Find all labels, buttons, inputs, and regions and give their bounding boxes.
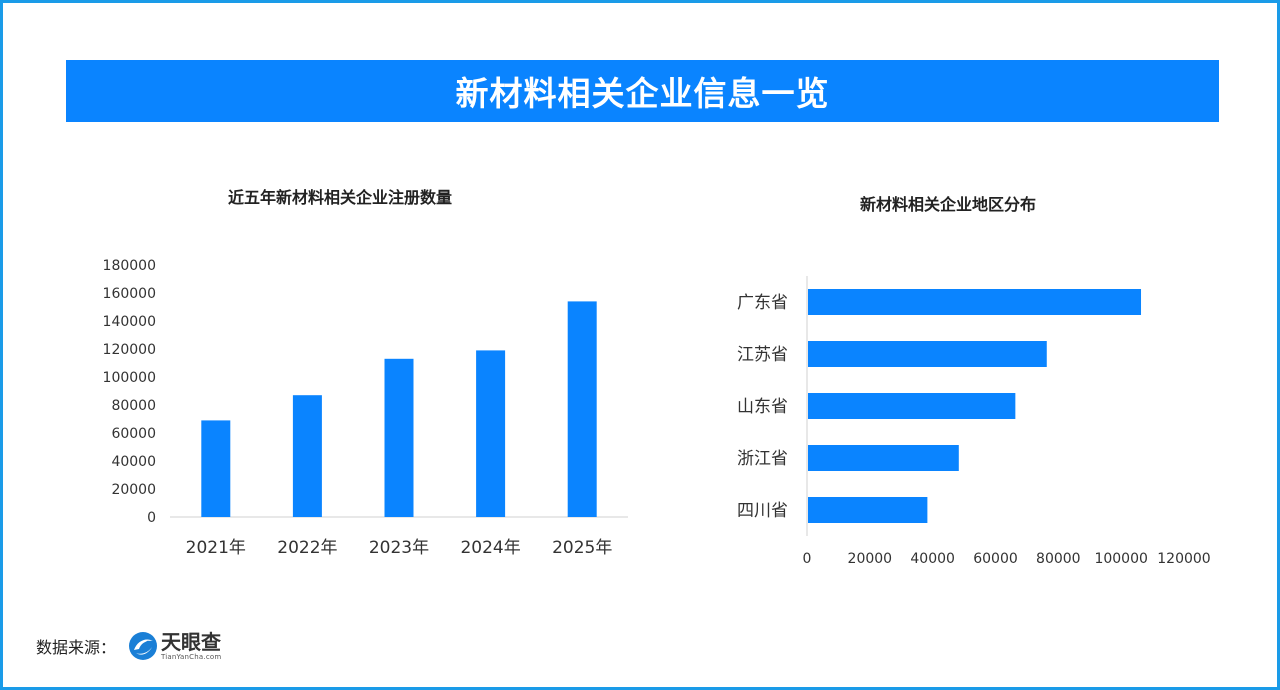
tianyancha-logo-icon — [129, 632, 158, 660]
logo-domain: TianYanCha.com — [161, 653, 222, 661]
y-tick-label: 40000 — [111, 454, 156, 470]
bar — [808, 289, 1142, 315]
y-tick-label: 80000 — [111, 398, 156, 414]
y-tick-label: 60000 — [111, 426, 156, 442]
logo-name: 天眼查 — [161, 630, 222, 654]
x-tick-label: 20000 — [848, 551, 893, 567]
y-tick-label: 180000 — [103, 258, 156, 274]
x-tick-label: 60000 — [973, 551, 1018, 567]
bar — [808, 393, 1016, 419]
y-category-label: 四川省 — [737, 501, 788, 521]
x-tick-label: 40000 — [910, 551, 955, 567]
right-chart-title: 新材料相关企业地区分布 — [859, 195, 1036, 214]
registration-count-chart: 0 20000 40000 60000 80000 100000 120000 140000 1… — [103, 258, 628, 558]
source-label: 数据来源： — [36, 638, 117, 657]
bar — [808, 445, 959, 471]
left-chart-title: 近五年新材料相关企业注册数量 — [227, 188, 452, 207]
y-tick-label: 100000 — [103, 370, 156, 386]
y-category-label: 广东省 — [737, 293, 788, 313]
bar — [292, 395, 322, 517]
x-tick-label: 2023年 — [369, 538, 429, 558]
data-source: 数据来源： 天眼查 TianYanCha.com — [36, 631, 221, 661]
x-tick-label: 100000 — [1094, 551, 1147, 567]
page-title: 新材料相关企业信息一览 — [455, 74, 830, 113]
x-tick-label: 0 — [803, 551, 812, 567]
y-tick-label: 0 — [147, 510, 156, 526]
title-banner: 新材料相关企业信息一览 — [66, 60, 1219, 122]
y-category-label: 浙江省 — [737, 449, 788, 469]
bar — [476, 350, 506, 517]
x-tick-label: 80000 — [1036, 551, 1081, 567]
bar — [384, 358, 414, 517]
bar — [567, 301, 597, 517]
x-tick-label: 2021年 — [186, 538, 246, 558]
bar — [201, 420, 231, 517]
tianyancha-logo: 天眼查 TianYanCha.com — [128, 631, 221, 661]
y-category-label: 山东省 — [737, 397, 788, 417]
bar — [808, 497, 928, 523]
y-tick-label: 160000 — [103, 286, 156, 302]
y-tick-label: 140000 — [103, 314, 156, 330]
x-tick-label: 2025年 — [552, 538, 612, 558]
y-category-label: 江苏省 — [737, 345, 788, 365]
y-tick-label: 120000 — [103, 342, 156, 358]
x-tick-label: 2024年 — [460, 538, 520, 558]
y-tick-label: 20000 — [111, 482, 156, 498]
x-tick-label: 2022年 — [277, 538, 337, 558]
x-tick-label: 120000 — [1157, 551, 1210, 567]
bar — [808, 341, 1047, 367]
